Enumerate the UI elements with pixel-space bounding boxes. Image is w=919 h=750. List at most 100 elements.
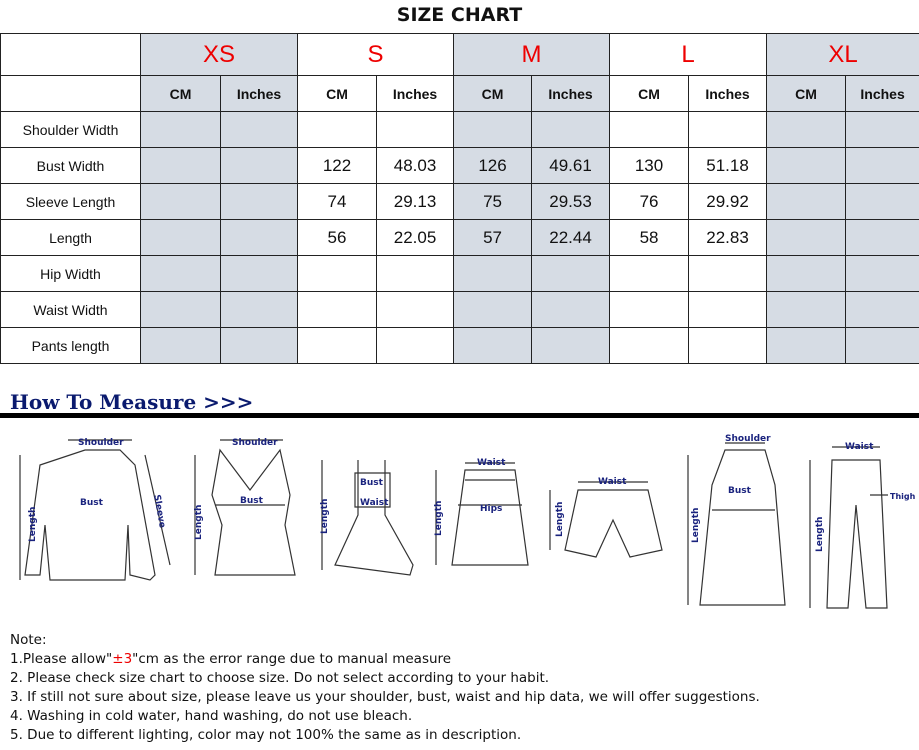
table-cell: 75 [453, 183, 533, 220]
coat-diagram: Shoulder Bust Length [687, 434, 786, 606]
table-cell [766, 291, 847, 328]
table-cell [219, 219, 299, 256]
size-chart-table: XS S M L XL CM Inches CM Inches CM Inches CM Inches C… [0, 33, 919, 364]
svg-text:Waist: Waist [845, 442, 874, 452]
table-cell [688, 111, 768, 148]
table-row: Pants length [0, 327, 919, 364]
blouse-diagram: Shoulder Bust Length Sleeve [19, 438, 171, 581]
size-header-row: XS S M L XL [0, 33, 919, 76]
svg-text:Bust: Bust [80, 498, 104, 508]
table-cell [453, 111, 533, 148]
table-cell [376, 255, 455, 292]
table-cell [531, 111, 611, 148]
table-cell: 130 [609, 147, 690, 184]
shorts-diagram: Waist Length [549, 477, 663, 558]
table-cell [219, 327, 299, 364]
table-cell: 22.83 [688, 219, 768, 256]
unit-header: CM [453, 75, 533, 112]
unit-header: CM [766, 75, 847, 112]
table-cell [219, 255, 299, 292]
table-cell [297, 327, 378, 364]
table-cell [297, 291, 378, 328]
unit-header-row: CM Inches CM Inches CM Inches CM Inches CM Inches [0, 75, 919, 112]
table-cell: 122 [297, 147, 378, 184]
note-3: 3. If still not sure about size, please … [10, 689, 760, 705]
unit-header: CM [297, 75, 378, 112]
svg-text:Shoulder: Shoulder [232, 438, 278, 448]
table-cell [766, 183, 847, 220]
table-cell [376, 327, 455, 364]
svg-text:Sleeve: Sleeve [151, 494, 167, 529]
row-label: Length [0, 219, 141, 256]
how-to-measure-heading: How To Measure >>> [10, 390, 254, 414]
svg-text:Bust: Bust [360, 478, 384, 488]
table-cell: 126 [453, 147, 533, 184]
unit-header: Inches [845, 75, 919, 112]
svg-text:Length: Length [194, 505, 204, 540]
table-cell [140, 111, 221, 148]
size-header-xs: XS [139, 33, 299, 76]
table-cell: 22.44 [531, 219, 611, 256]
table-cell [766, 219, 847, 256]
table-cell [766, 147, 847, 184]
size-header-xl: XL [766, 33, 919, 76]
table-cell [140, 291, 221, 328]
unit-header: Inches [531, 75, 611, 112]
table-cell: 22.05 [376, 219, 455, 256]
table-cell [140, 147, 221, 184]
table-cell: 58 [609, 219, 690, 256]
size-header-s: S [297, 33, 455, 76]
table-cell [140, 327, 221, 364]
note-1-text: 1.Please allow" [10, 651, 113, 667]
table-cell [845, 219, 919, 256]
svg-text:Bust: Bust [728, 486, 752, 496]
table-cell: 56 [297, 219, 378, 256]
table-cell [766, 255, 847, 292]
table-cell [453, 255, 533, 292]
table-cell [140, 219, 221, 256]
divider [0, 413, 919, 418]
unit-header: Inches [219, 75, 299, 112]
table-cell: 51.18 [688, 147, 768, 184]
size-header-l: L [609, 33, 768, 76]
table-cell [376, 291, 455, 328]
table-cell: 57 [453, 219, 533, 256]
svg-text:Length: Length [691, 508, 701, 543]
table-cell [219, 183, 299, 220]
table-cell [845, 291, 919, 328]
table-cell: 74 [297, 183, 378, 220]
row-label: Hip Width [0, 255, 141, 292]
table-cell [609, 111, 690, 148]
table-cell [219, 291, 299, 328]
table-cell [845, 147, 919, 184]
table-cell: 29.92 [688, 183, 768, 220]
table-cell: 76 [609, 183, 690, 220]
note-2: 2. Please check size chart to choose siz… [10, 670, 550, 686]
unit-header: CM [140, 75, 221, 112]
notes-heading: Note: [10, 632, 47, 648]
table-cell [376, 111, 455, 148]
dress-diagram: Bust Waist Length [320, 460, 414, 576]
table-cell [845, 183, 919, 220]
table-cell [688, 327, 768, 364]
table-row: Sleeve Length 74 29.13 75 29.53 76 29.92 [0, 183, 919, 220]
table-cell [140, 255, 221, 292]
row-label: Waist Width [0, 291, 141, 328]
page-title: SIZE CHART [396, 4, 523, 26]
table-cell [531, 255, 611, 292]
svg-text:Length: Length [815, 517, 825, 552]
table-cell [688, 291, 768, 328]
svg-text:Length: Length [555, 502, 565, 537]
table-cell [766, 327, 847, 364]
row-label: Bust Width [0, 147, 141, 184]
measurement-diagrams: Shoulder Bust Length Sleeve Shoulder Bus… [19, 434, 916, 609]
svg-text:Length: Length [434, 501, 444, 536]
unit-header: Inches [688, 75, 768, 112]
svg-text:Length: Length [28, 507, 38, 542]
tolerance-value: ±3 [112, 651, 133, 667]
table-cell [609, 291, 690, 328]
vest-diagram: Shoulder Bust Length [194, 438, 296, 576]
svg-text:Bust: Bust [240, 496, 264, 506]
svg-text:Thigh: Thigh [890, 492, 916, 501]
table-cell [845, 327, 919, 364]
